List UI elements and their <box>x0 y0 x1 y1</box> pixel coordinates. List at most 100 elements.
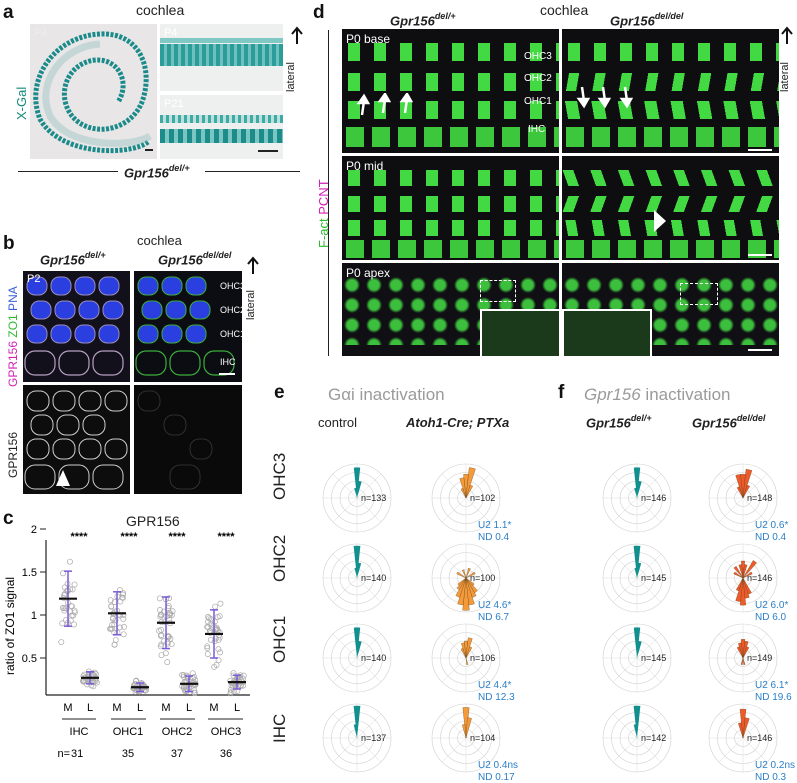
rose-spoke <box>612 713 638 739</box>
panel-f-title: Gpr156 inactivation <box>584 385 731 404</box>
rose-spoke <box>356 713 382 739</box>
rose-wedge <box>465 646 473 659</box>
rose-n-count: n=140 <box>361 653 387 663</box>
rose-wedge <box>465 577 477 598</box>
age-label: P2 <box>27 273 41 285</box>
rose-wedge <box>637 562 642 578</box>
scale-bar <box>748 254 772 256</box>
data-point <box>109 622 115 628</box>
rose-n-count: n=146 <box>747 733 773 743</box>
rose-spoke <box>718 633 744 659</box>
rose-n-count: n=142 <box>641 733 667 743</box>
significance-stars: **** <box>168 531 186 543</box>
rose-wedge <box>741 560 745 579</box>
row-label-ihc: IHC <box>220 357 236 367</box>
rose-wedge <box>742 657 746 665</box>
data-point <box>204 645 211 652</box>
data-point <box>58 639 65 645</box>
arrowhead-icon <box>56 470 70 486</box>
rose-nd-stat: ND 19.6 <box>755 692 792 703</box>
data-point <box>168 641 175 648</box>
scale-bar <box>258 150 278 152</box>
genotype-bracket-line <box>205 171 300 172</box>
data-point <box>107 625 114 632</box>
data-point <box>157 607 163 613</box>
x-tick-label: M <box>161 702 170 714</box>
x-tick-label: M <box>112 702 121 714</box>
rose-spoke <box>356 577 382 603</box>
significance-stars: **** <box>70 531 88 543</box>
d-ko-mid-image <box>562 156 779 260</box>
data-point <box>215 637 222 643</box>
panel-e-label: e <box>274 382 285 403</box>
rose-spoke <box>742 553 768 579</box>
data-point <box>93 679 100 686</box>
row-label-ihc: IHC <box>528 124 546 135</box>
y-tick-label: 1 <box>31 610 37 622</box>
data-point <box>71 609 78 616</box>
rose-wedge <box>456 571 467 579</box>
rose-wedge <box>633 705 641 738</box>
rose-n-count: n=145 <box>641 653 667 663</box>
rose-spoke <box>332 577 358 603</box>
data-point <box>179 671 186 678</box>
rose-n-count: n=140 <box>361 573 387 583</box>
data-point <box>119 591 126 598</box>
rose-n-count: n=102 <box>470 493 496 503</box>
y-tick-label: 1.5 <box>22 567 37 579</box>
lateral-arrow <box>780 26 794 51</box>
scale-bar <box>219 373 235 375</box>
rose-wedge <box>462 724 467 739</box>
rose-spoke <box>636 713 662 739</box>
x-gal-p4-image: P4 <box>160 24 283 91</box>
rose-spoke <box>612 633 638 659</box>
data-point <box>240 672 247 679</box>
data-point <box>166 612 173 619</box>
rose-spoke <box>332 553 358 579</box>
data-point <box>157 632 164 639</box>
rose-spoke <box>612 737 638 763</box>
rose-wedge <box>740 639 746 659</box>
rose-u2-stat: U2 6.1* <box>755 680 789 691</box>
scale-bar <box>748 349 772 351</box>
rose-u2-stat: U2 0.2ns <box>755 760 796 771</box>
data-point <box>215 646 222 653</box>
rose-spoke <box>636 497 662 523</box>
data-point <box>157 643 164 650</box>
panel-d-title: cochlea <box>540 2 589 18</box>
n-count: 37 <box>171 748 183 760</box>
rose-spoke <box>356 737 382 763</box>
rose-wedge <box>733 571 744 579</box>
rose-u2-stat: U2 4.6* <box>478 600 512 611</box>
panel-a-label: a <box>3 2 14 23</box>
rose-wedge <box>465 717 472 739</box>
rose-spoke <box>742 633 768 659</box>
rose-spoke <box>441 633 467 659</box>
data-point <box>166 610 173 616</box>
rose-wedge <box>465 571 476 579</box>
rose-wedge <box>357 481 362 498</box>
row-label-ohc3: OHC3 <box>220 281 242 291</box>
group-label: OHC3 <box>211 726 242 738</box>
rose-wedge <box>462 707 470 739</box>
rose-wedge <box>353 705 361 738</box>
zoom-box <box>680 283 718 305</box>
rose-spoke <box>441 553 467 579</box>
rose-wedge <box>738 722 744 739</box>
rose-spoke <box>465 713 491 739</box>
rose-wedge <box>739 577 747 606</box>
data-point <box>116 587 123 594</box>
group-label: OHC2 <box>162 726 193 738</box>
rose-wedge <box>465 657 469 665</box>
data-point <box>192 677 199 684</box>
zoom-inset <box>562 309 652 356</box>
rose-wedge <box>457 577 467 586</box>
panel-b-label: b <box>3 233 15 254</box>
significance-stars: **** <box>120 531 138 543</box>
rose-spoke <box>636 737 662 763</box>
y-axis-label: ratio of ZO1 signal <box>3 577 17 675</box>
rose-spoke <box>742 657 768 683</box>
d-het-mid-image: P0 mid <box>342 156 559 260</box>
rose-spoke <box>612 497 638 523</box>
rose-wedge <box>633 724 637 738</box>
